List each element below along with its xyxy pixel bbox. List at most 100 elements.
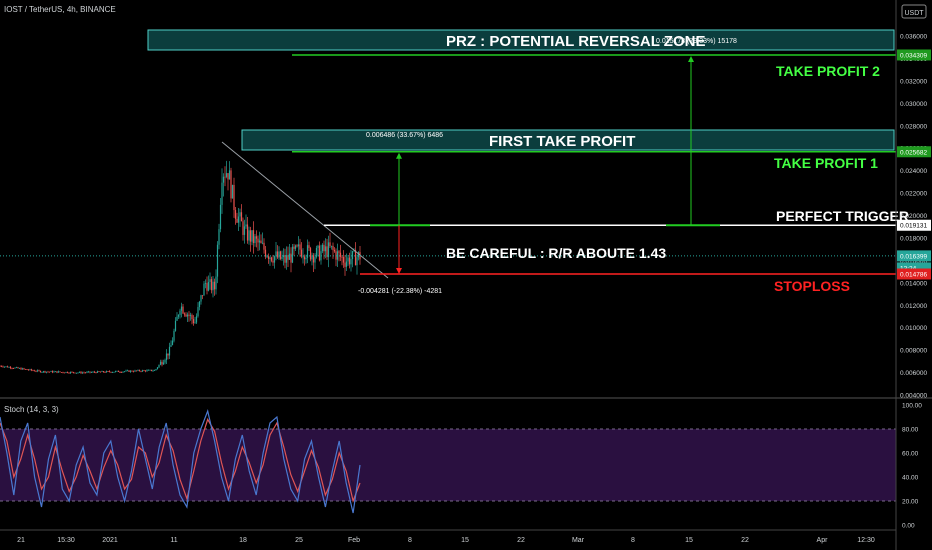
- candle-body: [120, 372, 123, 373]
- perfect-trigger-label: PERFECT TRIGGER: [776, 208, 909, 224]
- candle-body: [33, 370, 36, 372]
- time-tick-label: 18: [239, 537, 247, 544]
- price-tick-label: 0.006000: [900, 370, 927, 377]
- candle-body: [357, 252, 360, 258]
- candle-body: [285, 255, 288, 263]
- price-axis[interactable]: 0.0360000.0340000.0320000.0300000.028000…: [900, 34, 927, 400]
- candle-body: [216, 244, 219, 277]
- candle-body: [122, 371, 124, 373]
- candle-body: [75, 372, 78, 374]
- candle-body: [171, 340, 174, 346]
- candle-body: [134, 370, 136, 372]
- candle-body: [20, 368, 22, 370]
- first-take-profit-box[interactable]: [241, 129, 895, 151]
- candle-body: [0, 365, 1, 367]
- candle-body: [176, 316, 178, 321]
- stoch-axis[interactable]: 100.00 80.00 60.00 40.00 20.00 0.00: [902, 403, 922, 530]
- candle-body: [290, 253, 292, 263]
- candle-body: [254, 236, 256, 244]
- candle-body: [324, 246, 327, 252]
- candle-body: [293, 246, 295, 249]
- candle-body: [32, 370, 34, 372]
- candle-body: [273, 256, 276, 263]
- price-tick-label: 0.010000: [900, 325, 927, 332]
- candle-body: [21, 368, 24, 370]
- candle-body: [86, 371, 88, 373]
- prz-measure-label: 0.015178 (79.33%) 15178: [656, 38, 737, 45]
- candle-body: [149, 369, 151, 371]
- candle-body: [204, 283, 207, 284]
- candle-body: [246, 224, 249, 241]
- candle-body: [14, 367, 16, 369]
- stoch-tick-label: 40.00: [902, 475, 919, 482]
- candle-body: [288, 253, 291, 260]
- candle-body: [77, 372, 79, 374]
- candle-body: [258, 240, 261, 243]
- time-tick-label: 15:30: [57, 537, 75, 544]
- candle-body: [159, 361, 162, 365]
- tp2-arrow-head: [688, 55, 694, 62]
- time-axis[interactable]: 21 15:30 2021 11 18 25 Feb 8 15 22 Mar 8 15 22 Apr 12:3…: [17, 537, 875, 544]
- candle-body: [128, 370, 130, 372]
- candle-body: [348, 257, 351, 265]
- candle-body: [225, 173, 228, 177]
- candle-body: [201, 295, 204, 297]
- price-tag-label: 0.034309: [900, 52, 927, 59]
- candle-body: [5, 366, 7, 368]
- candle-body: [3, 366, 6, 368]
- candle-body: [170, 345, 172, 347]
- candle-body: [209, 279, 211, 282]
- symbol-title[interactable]: IOST / TetherUS, 4h, BINANCE: [4, 5, 116, 14]
- candle-body: [30, 369, 33, 371]
- candle-body: [219, 204, 222, 230]
- candle-body: [227, 173, 229, 180]
- price-tick-label: 0.028000: [900, 123, 927, 130]
- candle-body: [239, 212, 241, 217]
- candle-body: [338, 251, 340, 253]
- candle-body: [140, 371, 142, 372]
- prz-zone-box[interactable]: [147, 29, 895, 51]
- currency-badge-frame[interactable]: [901, 4, 927, 19]
- candle-body: [27, 369, 30, 371]
- candle-body: [51, 371, 54, 373]
- candle-body: [243, 226, 246, 235]
- descending-trendline[interactable]: [221, 141, 389, 279]
- candle-body: [110, 371, 112, 373]
- candle-body: [234, 210, 237, 219]
- price-tick-label: 0.004000: [900, 393, 927, 400]
- stoch-pane[interactable]: Stoch (14, 3, 3): [0, 405, 896, 514]
- candle-body: [78, 371, 81, 373]
- candle-body: [18, 368, 21, 369]
- candle-body: [318, 245, 321, 261]
- candle-body: [150, 369, 153, 371]
- candle-body: [210, 279, 213, 291]
- currency-badge[interactable]: USDT: [904, 10, 924, 17]
- time-tick-label: 25: [295, 537, 303, 544]
- price-tick-label: 0.014000: [900, 280, 927, 287]
- candle-body: [108, 371, 111, 373]
- candle-body: [8, 366, 10, 368]
- candle-body: [63, 372, 66, 374]
- candle-body: [261, 242, 264, 244]
- candle-body: [197, 307, 199, 317]
- candle-body: [65, 371, 67, 373]
- candle-body: [275, 251, 277, 257]
- price-tick-label: 0.036000: [900, 34, 927, 41]
- candle-body: [26, 369, 28, 370]
- price-pane[interactable]: [0, 141, 389, 375]
- candle-body: [336, 251, 339, 260]
- candle-body: [57, 371, 60, 373]
- candle-body: [342, 257, 345, 263]
- candle-body: [162, 362, 165, 365]
- candle-body: [38, 370, 40, 372]
- candle-body: [302, 256, 304, 258]
- candle-body: [287, 255, 289, 260]
- candle-body: [101, 371, 103, 372]
- time-tick-label: 22: [741, 537, 749, 544]
- price-tick-label: 0.024000: [900, 168, 927, 175]
- candle-body: [345, 261, 348, 267]
- candle-body: [2, 366, 4, 368]
- stoch-title[interactable]: Stoch (14, 3, 3): [4, 405, 59, 414]
- candle-body: [321, 244, 324, 252]
